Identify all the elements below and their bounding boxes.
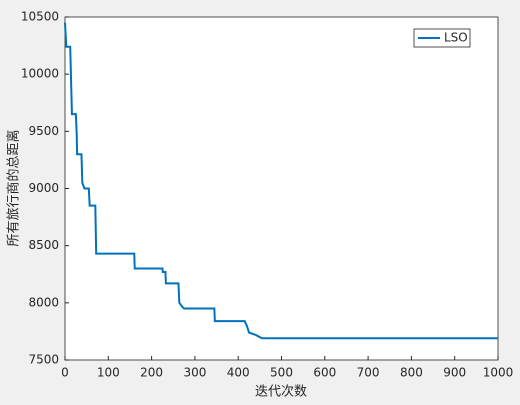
x-axis-label: 迭代次数 (255, 384, 307, 400)
x-tick-label: 100 (97, 366, 120, 380)
x-tick-label: 400 (227, 366, 250, 380)
x-tick-label: 500 (270, 366, 293, 380)
x-tick-label: 0 (61, 366, 69, 380)
series-line (64, 22, 498, 340)
axes-box (64, 16, 499, 361)
x-tick-label: 900 (443, 366, 466, 380)
y-tick-label: 9500 (28, 124, 59, 138)
x-tick-label: 1000 (483, 366, 514, 380)
y-axis-label: 所有旅行商的总距离 (6, 129, 22, 246)
x-tick-label: 200 (140, 366, 163, 380)
x-tick-label: 800 (400, 366, 423, 380)
x-tick-label: 700 (357, 366, 380, 380)
y-tick-label: 8000 (28, 295, 59, 309)
y-tick-label: 10000 (21, 67, 59, 81)
y-tick-label: 7500 (28, 353, 59, 367)
legend-label: LSO (444, 31, 468, 45)
x-tick-label: 600 (313, 366, 336, 380)
plot-area (65, 17, 498, 360)
y-tick-label: 8500 (28, 238, 59, 252)
x-tick-label: 300 (183, 366, 206, 380)
legend: LSO (413, 28, 471, 48)
y-tick-label: 9000 (28, 181, 59, 195)
y-tick-label: 10500 (21, 10, 59, 24)
legend-box (413, 28, 471, 48)
